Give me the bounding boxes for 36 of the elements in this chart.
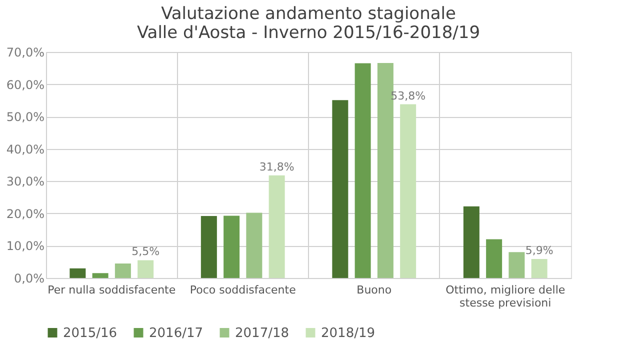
x-tick-label: Per nulla soddisfacente (48, 284, 176, 296)
bar (354, 63, 371, 278)
bar (486, 239, 502, 278)
y-tick-label: 20,0% (6, 206, 44, 221)
bar (508, 252, 525, 278)
y-tick-label: 10,0% (6, 239, 44, 254)
data-label: 31,8% (259, 160, 294, 174)
bar (114, 263, 131, 278)
bar (531, 258, 548, 278)
y-tick-label: 60,0% (6, 78, 44, 92)
bar (224, 216, 240, 278)
bar (138, 260, 154, 278)
bar (400, 104, 416, 278)
bar (463, 206, 480, 278)
y-tick-label: 40,0% (6, 142, 44, 156)
bar (70, 268, 86, 278)
legend-label: 2017/18 (235, 326, 290, 341)
y-tick-label: 30,0% (6, 174, 44, 189)
bar (246, 212, 262, 278)
x-tick-label: Poco soddisfacente (190, 284, 296, 296)
y-tick-label: 50,0% (6, 110, 44, 124)
bar (200, 216, 217, 278)
chart-title: Valutazione andamento stagionale Valle d'Aosta - Inverno 2015/16-2018/19 (136, 4, 480, 43)
y-tick-label: 70,0% (6, 46, 44, 60)
legend-label: 2018/19 (321, 326, 376, 341)
bar (377, 62, 394, 278)
bar (332, 100, 348, 278)
x-tick-label: Ottimo, migliore delle stesse previsioni (446, 284, 566, 310)
data-label: 5,9% (525, 244, 554, 257)
bar (268, 175, 285, 278)
bar (92, 273, 108, 278)
legend-label: 2016/17 (149, 326, 204, 341)
legend-label: 2015/16 (63, 326, 118, 341)
data-label: 5,5% (132, 245, 160, 258)
y-tick-label: 0,0% (14, 272, 44, 286)
x-tick-label: Buono (356, 284, 392, 296)
